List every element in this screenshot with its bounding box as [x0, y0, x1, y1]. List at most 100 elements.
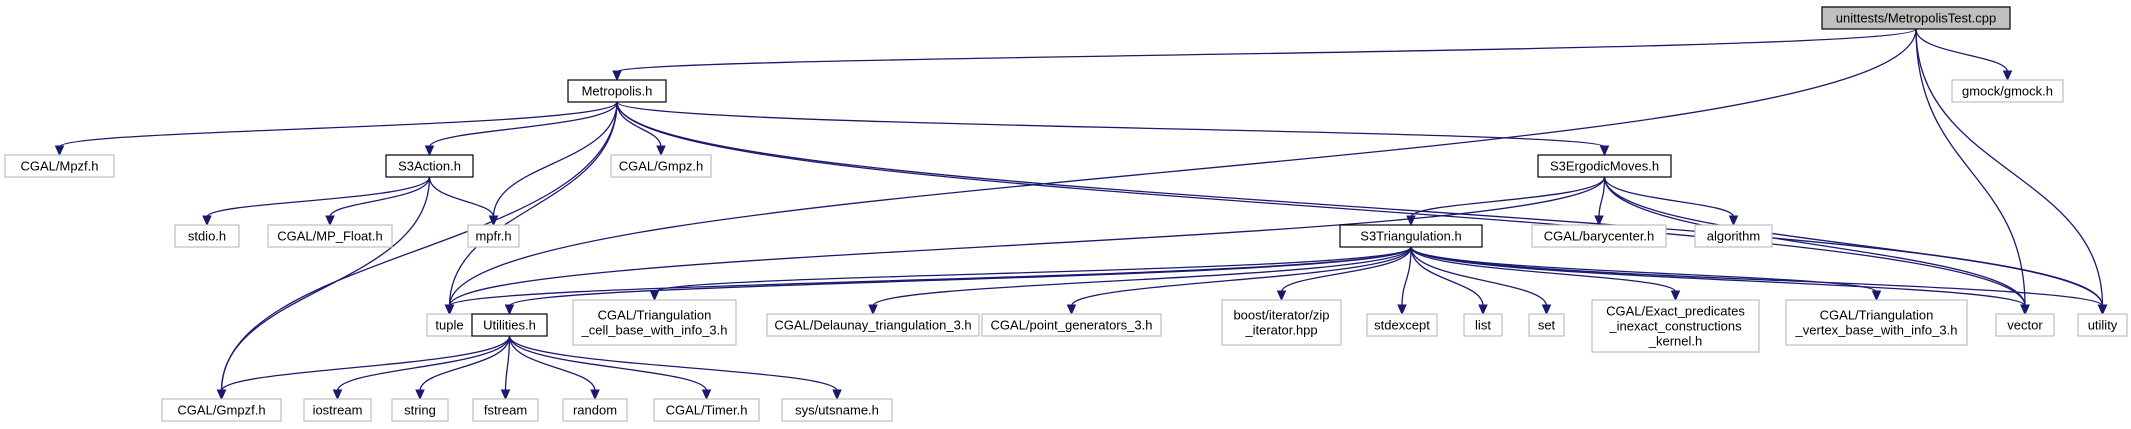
arrowhead-utilities-to-timer: [701, 389, 712, 401]
edge-metropolis-to-vector: [616, 101, 2026, 307]
edge-s3ergodic-to-utility: [1603, 176, 2104, 307]
node-label-tuple-0: tuple: [435, 318, 463, 333]
node-s3tri[interactable]: S3Triangulation.h: [1339, 224, 1483, 248]
node-label-vector-0: vector: [2007, 318, 2043, 333]
arrowhead-s3tri-to-zipiter: [1276, 290, 1287, 302]
edge-s3tri-to-delaunay: [872, 246, 1412, 307]
arrowhead-s3tri-to-utilities: [504, 304, 515, 316]
node-s3ergodic[interactable]: S3ErgodicMoves.h: [1537, 154, 1672, 178]
node-label-gmpzf-0: CGAL/Gmpzf.h: [177, 403, 265, 418]
edge-utilities-to-gmpzf: [220, 335, 511, 392]
edge-utilities-to-utsname: [508, 335, 838, 392]
node-trivertex: CGAL/Triangulation_vertex_base_with_info…: [1785, 299, 1968, 346]
node-box-trivertex: [1785, 299, 1968, 346]
node-mpfloat: CGAL/MP_Float.h: [267, 224, 393, 248]
arrowhead-s3tri-to-stdexcept: [1397, 304, 1407, 316]
node-utsname: sys/utsname.h: [781, 398, 893, 422]
node-label-s3ergodic-0: S3ErgodicMoves.h: [1550, 159, 1659, 174]
edge-s3tri-to-pointgen: [1070, 246, 1412, 307]
node-label-s3tri-0: S3Triangulation.h: [1360, 229, 1461, 244]
node-stdexcept: stdexcept: [1366, 313, 1438, 337]
node-box-random: [562, 398, 628, 422]
edge-s3action-to-mpfr: [428, 176, 495, 218]
edge-s3ergodic-to-algorithm: [1603, 176, 1735, 218]
node-label-gmpz-0: CGAL/Gmpz.h: [619, 159, 704, 174]
edge-s3tri-to-stdexcept: [1401, 246, 1412, 307]
node-box-mpfr: [467, 224, 520, 248]
node-box-iostream: [303, 398, 372, 422]
arrowhead-metropolis-to-gmpz: [656, 145, 666, 157]
node-box-vector: [1995, 313, 2055, 337]
node-set: set: [1528, 313, 1565, 337]
edge-metropolis-to-tuple: [448, 101, 618, 307]
arrowhead-metropolis-to-s3ergodic: [1599, 145, 1610, 157]
node-label-trivertex-0: CGAL/Triangulation: [1820, 308, 1934, 323]
node-label-zipiter-0: boost/iterator/zip: [1233, 308, 1329, 323]
arrowhead-s3tri-to-tricell: [649, 290, 660, 302]
edge-root-to-tuple: [448, 28, 1917, 307]
edge-s3ergodic-to-tuple: [448, 176, 1606, 307]
node-label-exactpred-0: CGAL/Exact_predicates: [1606, 304, 1745, 319]
arrowhead-s3tri-to-list: [1478, 304, 1488, 316]
node-label-mpzf-0: CGAL/Mpzf.h: [20, 159, 98, 174]
node-box-s3ergodic: [1537, 154, 1672, 178]
node-tuple: tuple: [426, 313, 473, 337]
node-utilities[interactable]: Utilities.h: [471, 313, 548, 337]
node-label-metropolis-0: Metropolis.h: [582, 84, 653, 99]
node-box-set: [1528, 313, 1565, 337]
node-box-list: [1463, 313, 1503, 337]
edge-utilities-to-timer: [508, 335, 708, 392]
node-label-s3action-0: S3Action.h: [398, 159, 461, 174]
node-mpzf: CGAL/Mpzf.h: [4, 154, 115, 178]
arrowhead-utilities-to-fstream: [500, 389, 511, 401]
arrowhead-s3ergodic-to-algorithm: [1728, 215, 1739, 227]
node-label-pointgen-0: CGAL/point_generators_3.h: [991, 318, 1153, 333]
node-label-iostream-0: iostream: [313, 403, 363, 418]
node-delaunay: CGAL/Delaunay_triangulation_3.h: [766, 313, 980, 337]
arrowhead-s3tri-to-exactpred: [1670, 290, 1681, 302]
edge-s3tri-to-tricell: [653, 246, 1412, 293]
node-label-exactpred-2: _kernel.h: [1648, 334, 1702, 349]
node-root[interactable]: unittests/MetropolisTest.cpp: [1821, 6, 2011, 30]
edge-root-to-vector: [1915, 28, 2026, 307]
node-gmpz: CGAL/Gmpz.h: [610, 154, 712, 178]
arrowhead-utilities-to-gmpzf: [216, 389, 227, 401]
node-label-stdio-0: stdio.h: [188, 229, 226, 244]
node-label-list-0: list: [1475, 318, 1491, 333]
node-label-mpfr-0: mpfr.h: [475, 229, 511, 244]
edge-s3tri-to-utilities: [508, 246, 1412, 307]
edge-root-to-utility: [1915, 28, 2104, 307]
node-vector: vector: [1995, 313, 2055, 337]
node-s3action[interactable]: S3Action.h: [385, 154, 474, 178]
node-stdio: stdio.h: [174, 224, 240, 248]
node-label-zipiter-1: _iterator.hpp: [1244, 323, 1317, 338]
arrowhead-s3ergodic-to-barycenter: [1594, 215, 1604, 227]
node-metropolis[interactable]: Metropolis.h: [567, 79, 667, 103]
node-gmock: gmock/gmock.h: [1951, 79, 2064, 103]
edge-s3ergodic-to-vector: [1603, 176, 2026, 307]
arrowhead-s3tri-to-delaunay: [868, 304, 878, 316]
node-label-delaunay-0: CGAL/Delaunay_triangulation_3.h: [774, 318, 971, 333]
node-box-metropolis: [567, 79, 667, 103]
node-box-gmpzf: [161, 398, 282, 422]
node-box-s3action: [385, 154, 474, 178]
edge-utilities-to-random: [508, 335, 596, 392]
edge-metropolis-to-s3action: [428, 101, 618, 148]
edge-root-to-gmock: [1915, 28, 2009, 73]
node-pointgen: CGAL/point_generators_3.h: [981, 313, 1162, 337]
edge-s3tri-to-zipiter: [1280, 246, 1412, 293]
node-box-algorithm: [1694, 224, 1773, 248]
nodes-layer: unittests/MetropolisTest.cpp Metropolis.h…: [4, 6, 2128, 422]
node-label-barycenter-0: CGAL/barycenter.h: [1544, 229, 1655, 244]
node-box-delaunay: [766, 313, 980, 337]
node-label-algorithm-0: algorithm: [1707, 229, 1760, 244]
node-box-pointgen: [981, 313, 1162, 337]
node-label-set-0: set: [1538, 318, 1556, 333]
arrowhead-s3tri-to-set: [1541, 304, 1552, 316]
edge-metropolis-to-s3ergodic: [616, 101, 1606, 148]
node-box-tricell: [572, 299, 737, 346]
edge-metropolis-to-gmpz: [616, 101, 662, 148]
node-box-utsname: [781, 398, 893, 422]
edge-utilities-to-fstream: [504, 335, 511, 392]
